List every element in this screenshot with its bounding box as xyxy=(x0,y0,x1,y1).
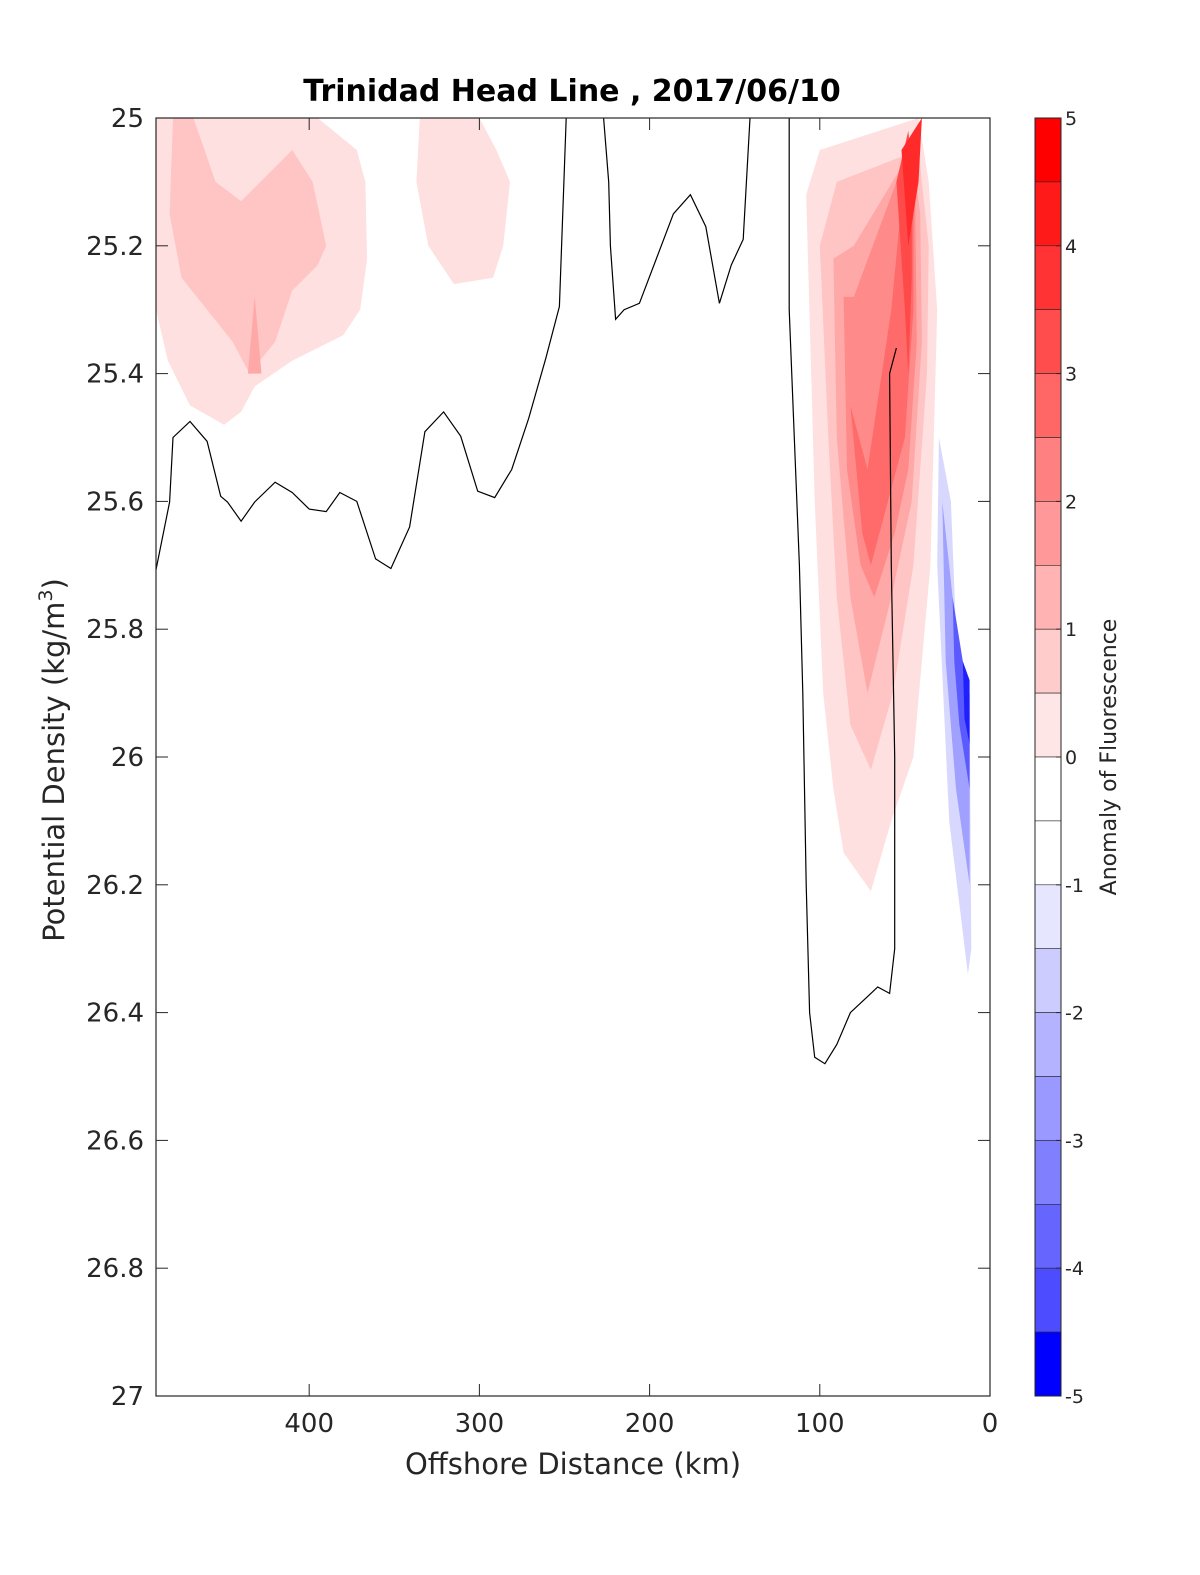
colorbar-tick-label: 2 xyxy=(1065,491,1077,513)
colorbar-tick-label: -5 xyxy=(1065,1386,1084,1408)
colorbar-bands xyxy=(1034,117,1062,1397)
colorbar-band xyxy=(1034,948,1062,1013)
colorbar-ticks: 5 4 3 2 1 0 -1 -2 -3 -4 -5 xyxy=(1056,108,1084,1408)
colorbar-tick-label: 4 xyxy=(1065,236,1077,258)
x-axis-tick-labels: 400 300 200 100 0 xyxy=(284,1409,998,1439)
x-tick-label: 200 xyxy=(625,1409,675,1439)
y-axis-label: Potential Density (kg/m3) xyxy=(35,578,71,942)
colorbar-band xyxy=(1034,1331,1062,1397)
colorbar-band xyxy=(1034,1140,1062,1205)
y-tick-label: 26.6 xyxy=(86,1126,144,1156)
colorbar-band xyxy=(1034,245,1062,311)
colorbar-tick-label: -4 xyxy=(1065,1258,1084,1280)
coastal-negative-level-3 xyxy=(952,597,970,789)
zero-contour-layer xyxy=(155,117,897,1065)
colorbar-frame xyxy=(1034,117,1062,1397)
y-tick-label: 25.2 xyxy=(86,232,144,262)
mid-anomaly-level-1 xyxy=(416,118,510,285)
colorbar-band xyxy=(1034,884,1062,949)
y-tick-label: 26.2 xyxy=(86,871,144,901)
colorbar-band xyxy=(1034,1204,1062,1269)
colorbar-tick-label: -3 xyxy=(1065,1130,1084,1152)
colorbar-band xyxy=(1034,564,1062,630)
colorbar-band xyxy=(1034,756,1062,822)
colorbar-band xyxy=(1034,181,1062,247)
y-tick-label: 25.8 xyxy=(86,615,144,645)
colorbar-band xyxy=(1034,309,1062,374)
offshore-anomaly-level-2 xyxy=(169,118,327,374)
colorbar-tick-label: 3 xyxy=(1065,364,1077,386)
colorbar-band xyxy=(1034,117,1062,183)
y-tick-label: 26.8 xyxy=(86,1254,144,1284)
zero-contour-mid xyxy=(603,117,751,321)
colorbar-tick-label: 0 xyxy=(1065,747,1077,769)
x-tick-label: 0 xyxy=(982,1409,999,1439)
colorbar-band xyxy=(1034,1076,1062,1141)
y-tick-label: 27 xyxy=(111,1382,144,1412)
colorbar: 5 4 3 2 1 0 -1 -2 -3 -4 -5 Anomaly of Fluorescence xyxy=(1034,108,1122,1408)
colorbar-band xyxy=(1034,628,1062,694)
colorbar-label: Anomaly of Fluorescence xyxy=(1097,619,1122,896)
colorbar-band xyxy=(1034,373,1062,438)
colorbar-band xyxy=(1034,437,1062,502)
colorbar-band xyxy=(1034,692,1062,758)
y-tick-label: 26.4 xyxy=(86,999,144,1029)
colorbar-band xyxy=(1034,1012,1062,1077)
colorbar-tick-label: -2 xyxy=(1065,1003,1084,1025)
offshore-anomaly-level-3 xyxy=(247,296,262,374)
plot-frame xyxy=(155,117,991,1397)
y-tick-label: 25 xyxy=(111,104,144,134)
y-axis-label-main: Potential Density (kg/m xyxy=(37,602,71,942)
x-tick-label: 100 xyxy=(795,1409,845,1439)
colorbar-band xyxy=(1034,501,1062,566)
zero-contour-offshore xyxy=(155,117,567,570)
x-axis-label: Offshore Distance (km) xyxy=(405,1447,741,1481)
chart-title: Trinidad Head Line , 2017/06/10 xyxy=(303,74,840,109)
nearshore-anomaly-level-7 xyxy=(901,118,922,246)
zero-contour-nearshore xyxy=(788,118,897,1065)
anomaly-fill-layer xyxy=(156,118,972,975)
x-tick-label: 300 xyxy=(455,1409,505,1439)
x-tick-label: 400 xyxy=(284,1409,334,1439)
axis-ticks xyxy=(156,117,991,1397)
coastal-negative-level-2 xyxy=(942,501,970,885)
colorbar-tick-label: -1 xyxy=(1065,875,1084,897)
colorbar-tick-label: 1 xyxy=(1065,619,1077,641)
y-axis-label-close: ) xyxy=(37,578,71,589)
colorbar-band xyxy=(1034,1267,1062,1333)
y-tick-label: 26 xyxy=(111,743,144,773)
coastal-negative-level-4 xyxy=(962,661,970,745)
plot-area xyxy=(155,117,991,1397)
nearshore-anomaly-level-5 xyxy=(850,130,914,566)
colorbar-tick-label: 5 xyxy=(1065,108,1077,130)
y-axis-tick-labels: 25 25.2 25.4 25.6 25.8 26 26.2 26.4 26.6 26.8 27 xyxy=(86,104,144,1412)
y-tick-label: 25.4 xyxy=(86,360,144,390)
y-axis-label-superscript: 3 xyxy=(35,589,57,601)
colorbar-band xyxy=(1034,820,1062,886)
y-tick-label: 25.6 xyxy=(86,487,144,517)
